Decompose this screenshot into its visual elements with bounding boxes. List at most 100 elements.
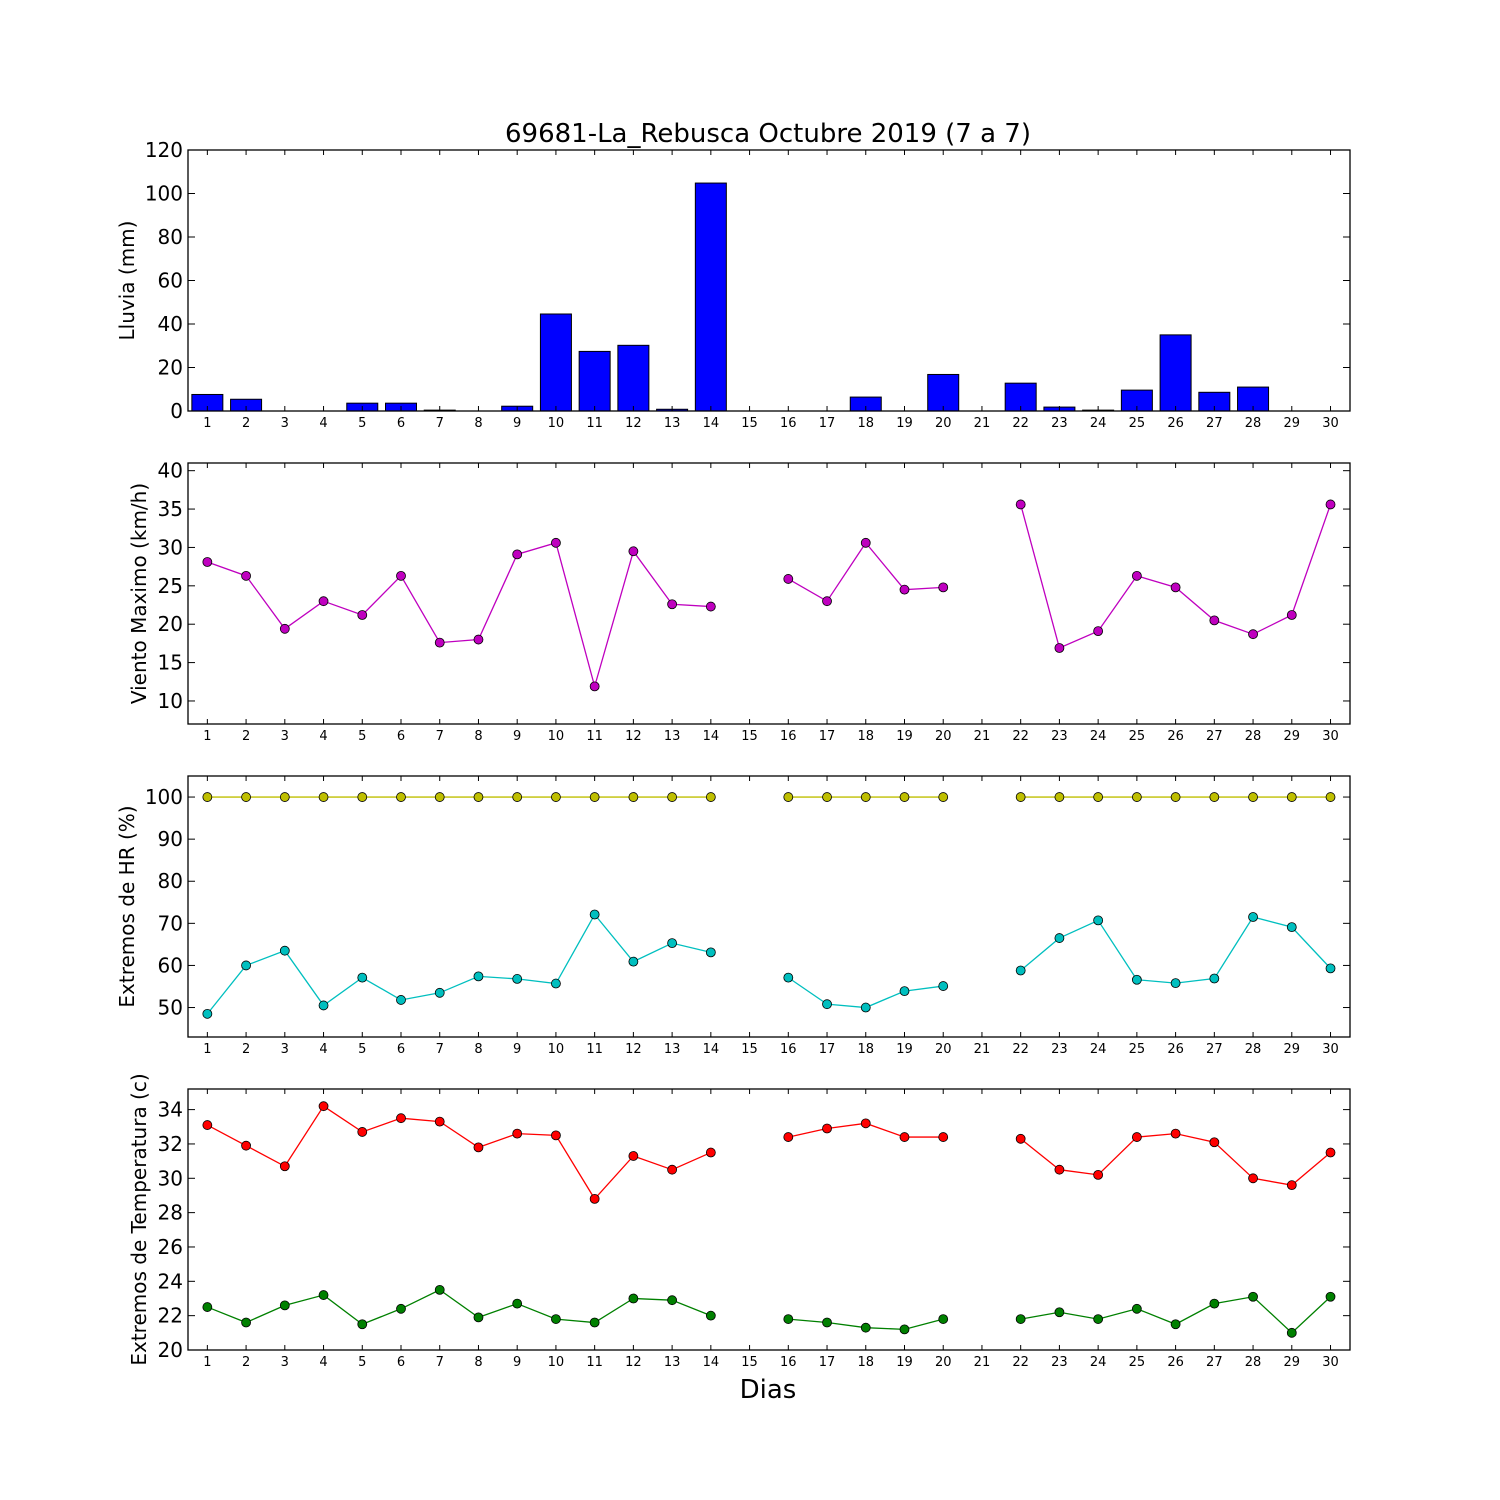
data-point xyxy=(1170,1319,1181,1330)
y-tick-label: 60 xyxy=(158,269,183,293)
data-point xyxy=(860,1002,871,1013)
x-tick-label: 28 xyxy=(1245,1355,1262,1370)
data-point xyxy=(202,557,213,567)
data-point xyxy=(899,584,910,595)
x-tick-label: 2 xyxy=(242,729,250,744)
data-point xyxy=(551,792,561,802)
data-point xyxy=(705,1147,716,1158)
data-point xyxy=(705,947,716,958)
x-tick-label: 27 xyxy=(1206,1355,1223,1370)
x-tick-label: 12 xyxy=(625,1355,642,1370)
data-point xyxy=(1170,582,1181,593)
x-tick-label: 22 xyxy=(1012,729,1029,744)
x-tick-label: 11 xyxy=(586,416,603,431)
data-point xyxy=(822,1317,832,1328)
data-point xyxy=(1054,1307,1065,1318)
x-tick-label: 21 xyxy=(974,1355,991,1370)
x-tick-label: 8 xyxy=(474,729,482,744)
x-tick-label: 23 xyxy=(1051,1042,1068,1057)
data-point xyxy=(1015,965,1026,976)
data-point xyxy=(318,1101,329,1112)
data-point xyxy=(938,1132,949,1142)
y-tick-label: 20 xyxy=(158,612,183,636)
data-point xyxy=(899,792,910,802)
x-tick-label: 16 xyxy=(780,416,797,431)
data-point xyxy=(589,1317,600,1328)
data-point xyxy=(241,792,251,802)
data-point xyxy=(899,986,910,997)
plot-area xyxy=(188,150,1350,411)
x-tick-label: 24 xyxy=(1090,416,1107,431)
data-point xyxy=(628,1151,639,1161)
data-point xyxy=(1209,615,1220,626)
y-axis-label: Extremos de HR (%) xyxy=(115,805,139,1007)
data-point xyxy=(318,1000,329,1011)
x-tick-label: 26 xyxy=(1167,1042,1184,1057)
x-tick-label: 19 xyxy=(896,729,913,744)
x-tick-label: 10 xyxy=(548,1355,565,1370)
x-tick-label: 8 xyxy=(474,1355,482,1370)
data-point xyxy=(1093,792,1104,802)
data-point xyxy=(357,972,368,983)
x-tick-label: 18 xyxy=(857,416,874,431)
x-tick-label: 22 xyxy=(1012,1042,1029,1057)
data-point xyxy=(860,1322,871,1333)
data-point xyxy=(589,1193,600,1204)
data-point xyxy=(551,537,561,548)
y-tick-label: 15 xyxy=(158,651,183,675)
x-tick-label: 23 xyxy=(1051,416,1068,431)
x-tick-label: 14 xyxy=(703,416,720,431)
bar xyxy=(1159,334,1192,412)
bar xyxy=(927,373,960,412)
y-axis-label: Extremos de Temperatura (c) xyxy=(127,1073,151,1365)
x-tick-label: 21 xyxy=(974,416,991,431)
data-point xyxy=(434,637,445,648)
bar xyxy=(539,313,572,412)
data-point xyxy=(318,596,329,607)
x-tick-label: 15 xyxy=(741,1355,758,1370)
data-point xyxy=(279,792,290,802)
x-tick-label: 30 xyxy=(1322,1355,1339,1370)
data-point xyxy=(1131,1132,1142,1142)
data-point xyxy=(202,1008,213,1019)
x-tick-label: 23 xyxy=(1051,729,1068,744)
data-point xyxy=(1015,792,1026,802)
series-line xyxy=(207,1105,712,1200)
data-point xyxy=(1248,629,1258,640)
data-point xyxy=(1131,1303,1142,1314)
data-point xyxy=(1131,570,1142,581)
data-point xyxy=(705,792,716,802)
data-point xyxy=(783,792,794,802)
data-point xyxy=(241,570,251,581)
data-point xyxy=(1131,974,1142,985)
data-point xyxy=(357,1127,368,1137)
series-1 xyxy=(202,1101,1336,1204)
y-tick-label: 70 xyxy=(158,911,183,935)
y-tick-label: 80 xyxy=(158,869,183,893)
y-tick-label: 50 xyxy=(158,996,183,1020)
data-point xyxy=(705,601,716,612)
data-point xyxy=(241,960,251,971)
data-point xyxy=(279,1300,290,1311)
data-point xyxy=(899,1132,910,1142)
data-point xyxy=(434,1116,445,1127)
x-tick-label: 20 xyxy=(935,729,952,744)
x-tick-label: 30 xyxy=(1322,729,1339,744)
data-point xyxy=(783,574,794,584)
x-tick-label: 5 xyxy=(358,416,366,431)
x-tick-label: 14 xyxy=(703,1355,720,1370)
x-tick-label: 14 xyxy=(703,1042,720,1057)
x-tick-label: 4 xyxy=(319,729,327,744)
x-tick-label: 5 xyxy=(358,729,366,744)
data-point xyxy=(357,610,368,620)
x-tick-label: 20 xyxy=(935,1355,952,1370)
data-point xyxy=(396,995,406,1005)
data-point xyxy=(1015,499,1026,510)
plot-area xyxy=(188,1089,1350,1350)
data-point xyxy=(1209,1137,1220,1148)
x-tick-label: 19 xyxy=(896,1355,913,1370)
y-tick-label: 40 xyxy=(158,312,183,336)
data-point xyxy=(357,792,368,802)
data-point xyxy=(938,1314,949,1324)
